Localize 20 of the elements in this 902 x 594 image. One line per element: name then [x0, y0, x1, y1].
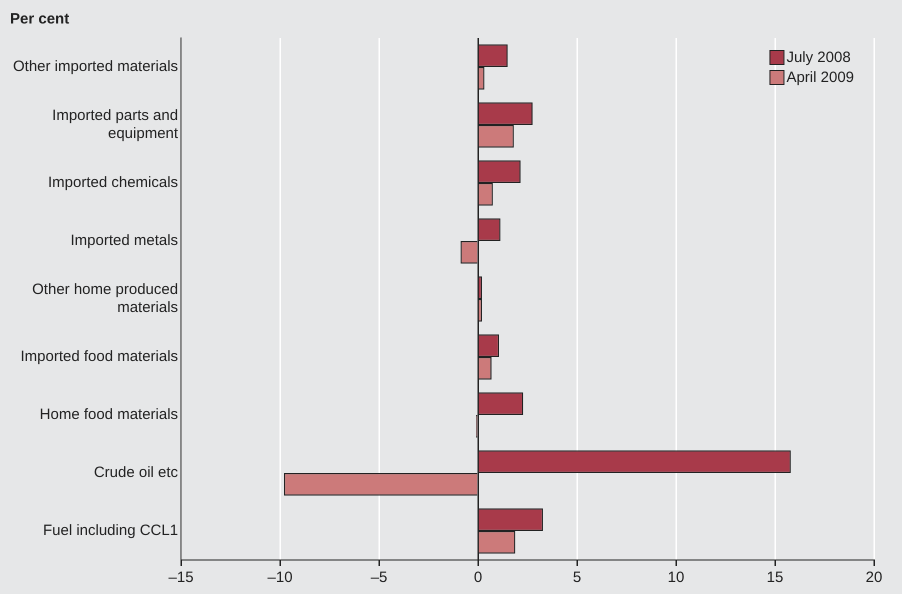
y-tick-label: Other imported materials — [12, 58, 178, 76]
y-tick-label: Imported metals — [70, 232, 178, 250]
legend-label: July 2008 — [786, 49, 851, 66]
y-tick-label: Imported parts and equipment — [52, 107, 179, 142]
x-axis-title: Per cent — [10, 10, 70, 28]
y-tick-label: Other home produced materials — [32, 281, 178, 316]
legend-label: April 2009 — [786, 69, 854, 86]
y-tick-label: Crude oil etc — [94, 464, 179, 482]
x-tick-label: –15 — [168, 569, 194, 586]
x-tick-label: 10 — [668, 569, 684, 586]
y-tick-label: Home food materials — [40, 406, 178, 424]
x-tick-label: 20 — [866, 569, 882, 586]
x-tick-label: 5 — [572, 569, 582, 586]
x-tick-label: –10 — [268, 569, 293, 586]
x-tick-label: –5 — [370, 569, 388, 586]
x-tick-label: 15 — [766, 569, 784, 586]
y-tick-label: Fuel including CCL1 — [42, 522, 178, 540]
y-tick-label: Imported food materials — [20, 348, 178, 366]
x-tick-label: 0 — [474, 569, 482, 586]
y-tick-label: Imported chemicals — [48, 174, 178, 192]
